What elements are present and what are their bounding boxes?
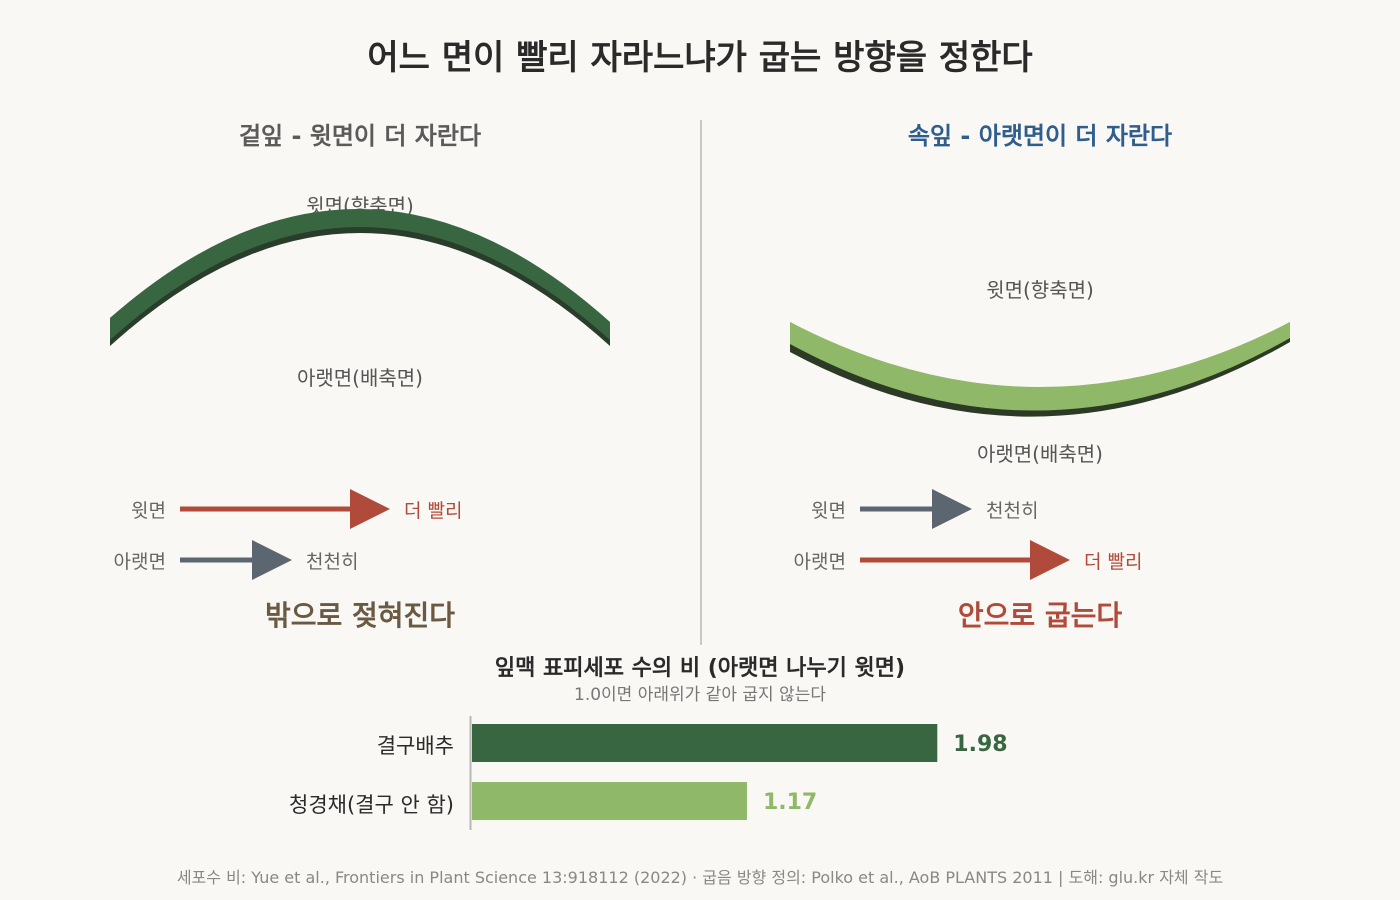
bar-category-label: 결구배추: [376, 734, 454, 758]
left-arrow2-side-label: 아랫면: [113, 551, 166, 573]
right-arrow1-speed-label: 천천히: [986, 500, 1039, 522]
chart-title: 잎맥 표피세포 수의 비 (아랫면 나누기 윗면): [494, 656, 906, 681]
chart-subtitle: 1.0이면 아래위가 같아 굽지 않는다: [574, 685, 826, 705]
left-lower-surface-label: 아랫면(배축면): [296, 366, 423, 390]
left-panel-heading: 겉잎 - 윗면이 더 자란다: [238, 122, 482, 150]
bar-value-label: 1.17: [762, 790, 818, 815]
right-lower-surface-label: 아랫면(배축면): [976, 442, 1103, 466]
right-arrow1-side-label: 윗면: [811, 500, 846, 522]
left-arrow1-speed-label: 더 빨리: [404, 500, 463, 522]
right-arrow2-speed-label: 더 빨리: [1084, 551, 1143, 573]
panel-divider: [700, 120, 702, 645]
source-footer: 세포수 비: Yue et al., Frontiers in Plant Sc…: [176, 868, 1224, 887]
left-arrow1-side-label: 윗면: [131, 500, 166, 522]
bar-chart-bars: [472, 724, 938, 820]
right-panel-heading: 속잎 - 아랫면이 더 자란다: [907, 122, 1173, 150]
bar-1: [472, 782, 747, 820]
bar-category-label: 청경채(결구 안 함): [289, 793, 454, 817]
bar-0: [472, 724, 938, 762]
bar-value-label: 1.98: [953, 732, 1008, 757]
left-result-text: 밖으로 젖혀진다: [264, 599, 456, 632]
right-result-text: 안으로 굽는다: [957, 599, 1123, 632]
right-arrow2-side-label: 아랫면: [793, 551, 846, 573]
page-title: 어느 면이 빨리 자라느냐가 굽는 방향을 정한다: [367, 38, 1033, 78]
inner-leaf-cross-section: [790, 322, 1290, 417]
outer-leaf-cross-section: [110, 208, 610, 346]
right-upper-surface-label: 윗면(향축면): [986, 278, 1094, 302]
left-arrow2-speed-label: 천천히: [306, 551, 359, 573]
